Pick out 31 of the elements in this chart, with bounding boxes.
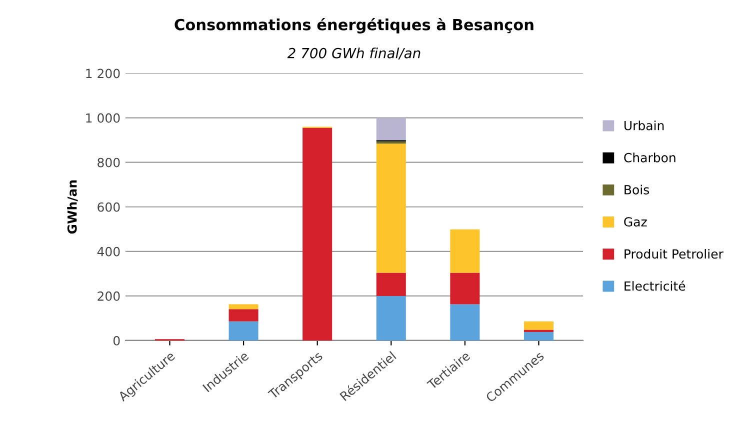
bar bbox=[524, 332, 554, 340]
y-tick-label: 0 bbox=[113, 336, 120, 346]
bar bbox=[302, 128, 332, 340]
chart-title: Consommations énergétiques à Besançon bbox=[174, 18, 534, 34]
bar bbox=[524, 330, 554, 332]
y-tick-label: 200 bbox=[98, 291, 120, 301]
y-tick-label: 600 bbox=[98, 202, 120, 212]
bar bbox=[228, 304, 258, 310]
legend-label: Produit Petrolier bbox=[624, 248, 724, 259]
bar bbox=[376, 272, 406, 296]
bar bbox=[376, 141, 406, 144]
legend-label: Urbain bbox=[624, 120, 664, 130]
bar bbox=[376, 144, 406, 273]
y-tick-label: 1 000 bbox=[86, 113, 120, 123]
legend-label: Charbon bbox=[624, 152, 676, 162]
bar bbox=[376, 296, 406, 340]
y-tick-label: 800 bbox=[98, 158, 120, 168]
bar bbox=[376, 118, 406, 140]
legend-label: Bois bbox=[624, 184, 650, 194]
bar bbox=[450, 304, 480, 340]
legend-label: Electricité bbox=[624, 280, 686, 291]
chart-subtitle: 2 700 GWh final/an bbox=[287, 48, 420, 60]
bar bbox=[450, 229, 480, 273]
y-tick-label: 400 bbox=[97, 246, 120, 256]
legend-label: Gaz bbox=[624, 217, 647, 227]
bar bbox=[524, 321, 554, 330]
bar bbox=[228, 309, 258, 322]
bar bbox=[228, 321, 258, 340]
y-tick-label: 1 200 bbox=[86, 68, 120, 78]
bar bbox=[450, 272, 480, 304]
y-axis-title: GWh/an bbox=[67, 180, 78, 234]
